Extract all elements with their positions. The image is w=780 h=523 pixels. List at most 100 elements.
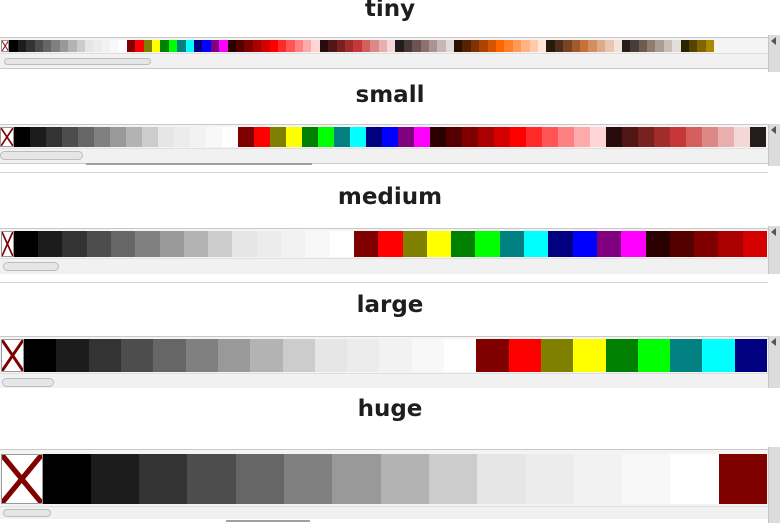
color-swatch[interactable] [588, 40, 597, 52]
scroll-left-arrow-icon[interactable] [771, 37, 776, 45]
color-swatch[interactable] [202, 40, 211, 52]
vertical-scrollbar[interactable] [768, 336, 780, 388]
color-swatch[interactable] [637, 339, 671, 372]
color-swatch[interactable] [303, 40, 312, 52]
color-swatch[interactable] [314, 339, 348, 372]
color-swatch[interactable] [540, 339, 574, 372]
color-swatch[interactable] [670, 127, 686, 147]
color-swatch[interactable] [630, 40, 639, 52]
color-swatch[interactable] [526, 127, 542, 147]
color-swatch[interactable] [14, 127, 30, 147]
color-swatch[interactable] [222, 127, 238, 147]
color-swatch[interactable] [142, 127, 158, 147]
color-swatch[interactable] [62, 231, 87, 257]
color-swatch[interactable] [185, 40, 194, 52]
color-swatch[interactable] [573, 454, 623, 504]
color-swatch[interactable] [654, 127, 670, 147]
color-swatch[interactable] [232, 231, 257, 257]
color-swatch[interactable] [437, 40, 446, 52]
color-swatch[interactable] [254, 127, 270, 147]
color-swatch[interactable] [494, 127, 510, 147]
color-swatch[interactable] [548, 231, 573, 257]
color-swatch[interactable] [430, 127, 446, 147]
color-swatch[interactable] [160, 40, 169, 52]
color-swatch[interactable] [90, 454, 140, 504]
color-swatch[interactable] [208, 231, 233, 257]
color-swatch[interactable] [496, 40, 505, 52]
color-swatch[interactable] [17, 40, 27, 52]
horizontal-scrollbar[interactable] [0, 373, 768, 388]
color-swatch[interactable] [286, 127, 302, 147]
color-swatch[interactable] [499, 231, 525, 257]
color-swatch[interactable] [30, 127, 46, 147]
color-swatch[interactable] [420, 40, 429, 52]
horizontal-scrollbar[interactable] [0, 53, 768, 68]
color-swatch[interactable] [645, 231, 670, 257]
color-swatch[interactable] [524, 231, 549, 257]
color-swatch[interactable] [294, 40, 304, 52]
color-swatch[interactable] [126, 40, 136, 52]
color-swatch[interactable] [311, 40, 320, 52]
color-swatch[interactable] [554, 40, 564, 52]
color-swatch[interactable] [521, 40, 530, 52]
vertical-scrollbar[interactable] [768, 447, 780, 523]
color-swatch[interactable] [558, 127, 574, 147]
color-swatch[interactable] [86, 231, 111, 257]
color-swatch[interactable] [538, 40, 547, 52]
color-swatch[interactable] [574, 127, 590, 147]
color-swatch[interactable] [386, 40, 396, 52]
color-swatch[interactable] [428, 454, 478, 504]
color-swatch[interactable] [110, 231, 136, 257]
color-swatch[interactable] [332, 454, 381, 504]
color-swatch[interactable] [370, 40, 379, 52]
color-swatch[interactable] [227, 40, 236, 52]
color-swatch[interactable] [478, 127, 494, 147]
color-swatch[interactable] [378, 40, 387, 52]
color-swatch[interactable] [361, 40, 371, 52]
color-swatch[interactable] [596, 231, 622, 257]
color-swatch[interactable] [42, 40, 52, 52]
color-swatch[interactable] [718, 231, 743, 257]
color-swatch[interactable] [94, 127, 110, 147]
color-swatch[interactable] [705, 40, 715, 52]
color-swatch[interactable] [185, 339, 218, 372]
color-swatch[interactable] [101, 40, 111, 52]
color-swatch[interactable] [508, 339, 541, 372]
color-swatch[interactable] [334, 127, 350, 147]
scroll-left-arrow-icon[interactable] [771, 126, 776, 134]
color-swatch[interactable] [510, 127, 526, 147]
color-swatch[interactable] [252, 40, 262, 52]
scroll-left-arrow-icon[interactable] [771, 228, 776, 236]
color-swatch[interactable] [398, 127, 414, 147]
color-swatch[interactable] [135, 231, 160, 257]
color-swatch[interactable] [403, 40, 413, 52]
color-swatch[interactable] [168, 40, 178, 52]
color-swatch[interactable] [68, 40, 77, 52]
color-swatch[interactable] [366, 127, 382, 147]
color-swatch[interactable] [318, 127, 334, 147]
color-swatch[interactable] [638, 40, 648, 52]
horizontal-scrollbar[interactable] [0, 148, 768, 163]
color-swatch[interactable] [655, 40, 664, 52]
color-swatch[interactable] [174, 127, 190, 147]
color-swatch[interactable] [302, 127, 318, 147]
vertical-scrollbar[interactable] [768, 124, 780, 166]
horizontal-scrollbar-thumb[interactable] [2, 378, 54, 387]
color-swatch[interactable] [378, 231, 403, 257]
color-swatch[interactable] [350, 127, 366, 147]
horizontal-scrollbar-thumb[interactable] [3, 509, 51, 517]
color-swatch[interactable] [250, 339, 283, 372]
color-swatch[interactable] [24, 339, 57, 372]
color-swatch[interactable] [686, 127, 702, 147]
color-swatch[interactable] [734, 339, 767, 372]
color-swatch[interactable] [78, 127, 94, 147]
color-swatch[interactable] [143, 40, 153, 52]
color-swatch[interactable] [446, 127, 462, 147]
color-swatch[interactable] [193, 40, 203, 52]
color-swatch[interactable] [622, 454, 671, 504]
color-swatch[interactable] [88, 339, 122, 372]
color-swatch[interactable] [525, 454, 574, 504]
color-swatch[interactable] [270, 127, 286, 147]
color-swatch[interactable] [663, 40, 673, 52]
scroll-left-arrow-icon[interactable] [771, 338, 776, 346]
